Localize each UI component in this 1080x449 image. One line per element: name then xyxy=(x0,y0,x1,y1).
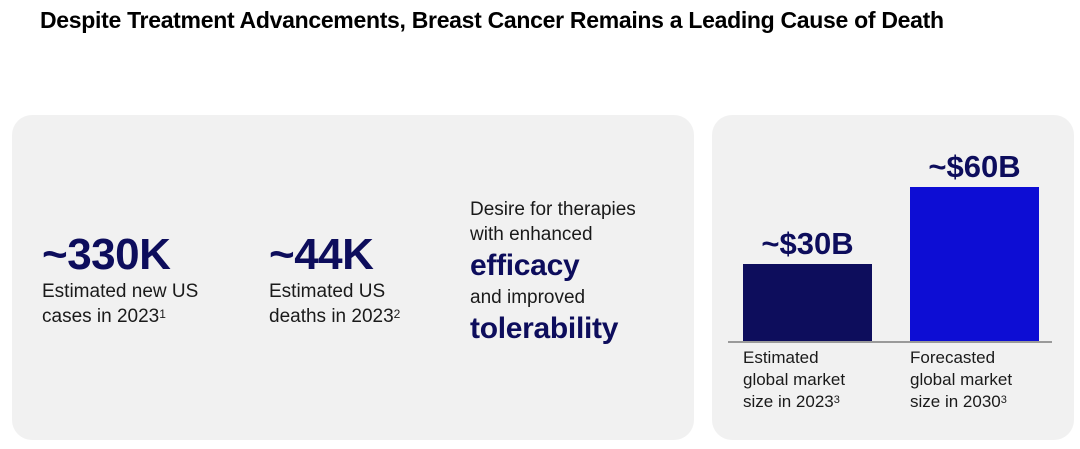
desire-line2: with enhanced xyxy=(470,224,593,245)
stat-deaths-value: ~44K xyxy=(269,230,374,279)
bar-value-label: ~$60B xyxy=(928,149,1020,184)
category-label-line: global market xyxy=(910,370,1013,389)
desire-line3: and improved xyxy=(470,287,586,308)
footnote-marker: 3 xyxy=(833,394,840,406)
category-label-line: Forecasted xyxy=(910,348,996,367)
stat-deaths-line1: Estimated US xyxy=(269,281,386,302)
footnote-marker: 3 xyxy=(1000,394,1007,406)
stats-panel: ~330K Estimated new US cases in 20231 ~4… xyxy=(12,115,694,440)
bar-value-label: ~$30B xyxy=(761,226,853,261)
page-title: Despite Treatment Advancements, Breast C… xyxy=(40,7,944,33)
category-label-line: Estimated xyxy=(743,348,819,367)
market-size-chart: ~$30B ~$60B xyxy=(728,149,1052,343)
stat-deaths-line2: deaths in 2023 xyxy=(269,306,394,327)
footnote-marker: 1 xyxy=(159,307,166,321)
desire-emphasis-tolerability: tolerability xyxy=(470,312,619,345)
category-label-line: global market xyxy=(743,370,846,389)
desire-line1: Desire for therapies xyxy=(470,199,636,220)
category-label-line: size in 2023 xyxy=(743,392,834,411)
footnote-marker: 2 xyxy=(393,307,401,321)
category-label-line: size in 2030 xyxy=(910,392,1001,411)
stat-new-cases: ~330K Estimated new US cases in 20231 xyxy=(42,233,198,329)
category-label: Estimated global market size in 20233 xyxy=(743,347,845,413)
therapy-desire-text: Desire for therapies with enhanced effic… xyxy=(470,197,690,348)
stat-new-cases-value: ~330K xyxy=(42,230,171,279)
desire-emphasis-efficacy: efficacy xyxy=(470,249,580,282)
category-label: Forecasted global market size in 20303 xyxy=(910,347,1012,413)
bar-0 xyxy=(743,264,872,341)
market-chart-panel: ~$30B ~$60B Estimated global market size in… xyxy=(712,115,1074,440)
stat-deaths: ~44K Estimated US deaths in 20232 xyxy=(269,233,400,329)
stat-new-cases-desc: Estimated new US cases in 20231 xyxy=(42,279,198,329)
stat-deaths-desc: Estimated US deaths in 20232 xyxy=(269,279,400,329)
stat-new-cases-line2: cases in 2023 xyxy=(42,306,160,327)
bar-1 xyxy=(910,187,1039,341)
stat-new-cases-line1: Estimated new US xyxy=(42,281,199,302)
